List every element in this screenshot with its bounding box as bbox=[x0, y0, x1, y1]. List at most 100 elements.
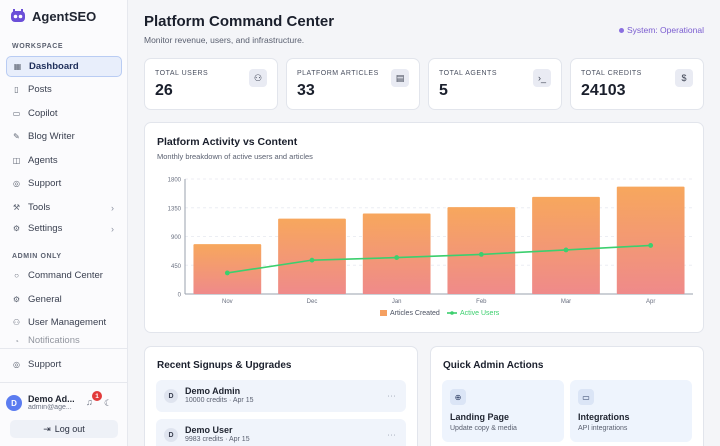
help-icon: ◎ bbox=[13, 360, 20, 369]
sidebar-item-command-center[interactable]: ○ Command Center bbox=[6, 265, 122, 286]
chevron-right-icon: › bbox=[111, 202, 114, 213]
bar-articles-created bbox=[362, 213, 431, 294]
sidebar-item-user-management[interactable]: ⚇ User Management bbox=[6, 312, 122, 333]
action-subtitle: Update copy & media bbox=[450, 425, 517, 432]
logout-label: Log out bbox=[54, 424, 85, 434]
stat-label: PLATFORM ARTICLES bbox=[297, 70, 379, 77]
sidebar-item-support-footer[interactable]: ◎ Support bbox=[6, 354, 122, 375]
wrench-icon: ⚒ bbox=[12, 203, 21, 212]
more-icon[interactable]: ⋯ bbox=[387, 429, 396, 440]
bar-articles-created bbox=[447, 207, 516, 294]
sidebar-item-label: Notifications bbox=[28, 336, 80, 346]
globe-icon: ⊕ bbox=[450, 389, 466, 405]
document-icon: ▤ bbox=[391, 69, 409, 87]
stat-card-total-users: TOTAL USERS 26 ⚇ bbox=[144, 58, 278, 110]
bell-icon: ♫ bbox=[86, 397, 93, 407]
sidebar-item-label: Settings bbox=[28, 223, 63, 234]
y-tick-label: 1800 bbox=[168, 178, 182, 184]
point-active-users bbox=[648, 243, 654, 248]
signup-row[interactable]: D Demo Admin 10000 credits · Apr 15 ⋯ bbox=[156, 380, 406, 412]
point-active-users bbox=[478, 251, 484, 257]
sidebar-item-label: Posts bbox=[28, 84, 52, 95]
sidebar-item-label: Blog Writer bbox=[28, 131, 75, 142]
notification-count-badge: 1 bbox=[92, 391, 102, 401]
moon-icon[interactable]: ☾ bbox=[104, 398, 113, 408]
document-icon: ▯ bbox=[14, 85, 19, 94]
notification-bell-icon[interactable]: ♫ 1 bbox=[86, 391, 102, 409]
bar-articles-created bbox=[193, 244, 262, 294]
signup-meta: 9983 credits · Apr 15 bbox=[185, 436, 250, 444]
signup-info: Demo Admin 10000 credits · Apr 15 bbox=[185, 386, 254, 406]
legend-label-articles: Articles Created bbox=[390, 310, 440, 317]
sidebar-item-label: Copilot bbox=[28, 108, 58, 119]
point-active-users bbox=[309, 257, 315, 263]
system-status: System: Operational bbox=[618, 25, 704, 35]
sidebar-item-label: Command Center bbox=[28, 270, 103, 281]
chart-subtitle: Monthly breakdown of active users and ar… bbox=[157, 152, 313, 161]
sidebar-item-posts[interactable]: ▯ Posts bbox=[6, 79, 122, 100]
y-tick-label: 900 bbox=[171, 235, 182, 241]
avatar: D bbox=[164, 428, 178, 442]
action-tile-integrations[interactable]: ▭ Integrations API integrations bbox=[570, 380, 692, 442]
sidebar-item-dashboard[interactable]: ▦ Dashboard bbox=[6, 56, 122, 77]
signup-meta: 10000 credits · Apr 15 bbox=[185, 397, 254, 405]
sidebar-item-blog-writer[interactable]: ✎ Blog Writer bbox=[6, 126, 122, 147]
bar-articles-created bbox=[616, 186, 685, 294]
stat-card-platform-articles: PLATFORM ARTICLES 33 ▤ bbox=[286, 58, 420, 110]
page-title: Platform Command Center bbox=[144, 13, 335, 30]
point-active-users bbox=[224, 270, 230, 276]
brand-name: AgentSEO bbox=[32, 8, 97, 24]
sidebar-item-label: Dashboard bbox=[29, 61, 79, 72]
user-info: Demo Ad... admin@age... bbox=[28, 394, 80, 412]
sidebar-item-support[interactable]: ◎ Support bbox=[6, 173, 122, 194]
more-icon[interactable]: ⋯ bbox=[387, 390, 396, 401]
bar-articles-created bbox=[278, 218, 346, 294]
x-tick-label: Nov bbox=[222, 299, 233, 305]
divider bbox=[0, 348, 128, 349]
x-tick-label: Jan bbox=[392, 299, 402, 305]
activity-chart: 0 450 900 1350 1800 Nov Dec Jan Feb Mar Apr Article… bbox=[168, 178, 693, 317]
sidebar-item-label: Tools bbox=[28, 202, 51, 213]
user-profile[interactable]: D Demo Ad... admin@age... ♫ 1 ☾ bbox=[6, 391, 122, 414]
signup-info: Demo User 9983 credits · Apr 15 bbox=[185, 425, 250, 445]
sidebar-item-label: Agents bbox=[28, 155, 58, 166]
legend-point-users bbox=[450, 311, 454, 315]
signup-name: Demo Admin bbox=[185, 386, 241, 396]
signup-row[interactable]: D Demo User 9983 credits · Apr 15 ⋯ bbox=[156, 419, 406, 446]
stat-value: 5 bbox=[439, 82, 448, 99]
sidebar-item-settings[interactable]: ⚙ Settings › bbox=[6, 218, 122, 239]
sidebar-item-general[interactable]: ⚙ General bbox=[6, 289, 122, 310]
sidebar-item-notifications[interactable]: ◔ Notifications bbox=[6, 336, 122, 346]
logout-button[interactable]: ⇥ Log out bbox=[10, 420, 118, 438]
action-tile-landing-page[interactable]: ⊕ Landing Page Update copy & media bbox=[442, 380, 564, 442]
sidebar-item-copilot[interactable]: ▭ Copilot bbox=[6, 103, 122, 124]
user-name: Demo Ad... bbox=[28, 393, 75, 404]
x-tick-label: Apr bbox=[646, 299, 655, 305]
user-email: admin@age... bbox=[28, 404, 72, 412]
action-title: Landing Page bbox=[450, 412, 510, 422]
line-active-users bbox=[227, 244, 651, 274]
stat-label: TOTAL AGENTS bbox=[439, 70, 497, 77]
sidebar-item-agents[interactable]: ◫ Agents bbox=[6, 150, 122, 171]
y-tick-label: 0 bbox=[178, 293, 182, 299]
recent-signups-panel: Recent Signups & Upgrades D Demo Admin 1… bbox=[144, 346, 418, 446]
sidebar: AgentSEO WORKSPACE ▦ Dashboard ▯ Posts ▭… bbox=[0, 0, 128, 446]
pen-icon: ✎ bbox=[13, 132, 20, 141]
sidebar-item-label: Support bbox=[28, 178, 62, 189]
sidebar-item-label: User Management bbox=[28, 317, 107, 328]
panel-title: Recent Signups & Upgrades bbox=[157, 360, 292, 371]
chart-title: Platform Activity vs Content bbox=[157, 136, 298, 148]
legend-label-users: Active Users bbox=[460, 310, 500, 317]
bot-icon: ◫ bbox=[12, 156, 21, 165]
status-text: System: Operational bbox=[626, 25, 704, 35]
dollar-icon: $ bbox=[675, 69, 693, 87]
y-tick-label: 1350 bbox=[168, 206, 182, 212]
gear-icon: ⚙ bbox=[12, 224, 21, 233]
stat-label: TOTAL USERS bbox=[155, 70, 209, 77]
sidebar-item-tools[interactable]: ⚒ Tools › bbox=[6, 197, 122, 218]
activity-chart-card: Platform Activity vs Content Monthly bre… bbox=[144, 122, 704, 333]
page-subtitle: Monitor revenue, users, and infrastructu… bbox=[144, 35, 305, 45]
stat-card-total-agents: TOTAL AGENTS 5 ›_ bbox=[428, 58, 562, 110]
brand[interactable]: AgentSEO bbox=[10, 8, 96, 24]
x-tick-label: Dec bbox=[307, 299, 318, 305]
